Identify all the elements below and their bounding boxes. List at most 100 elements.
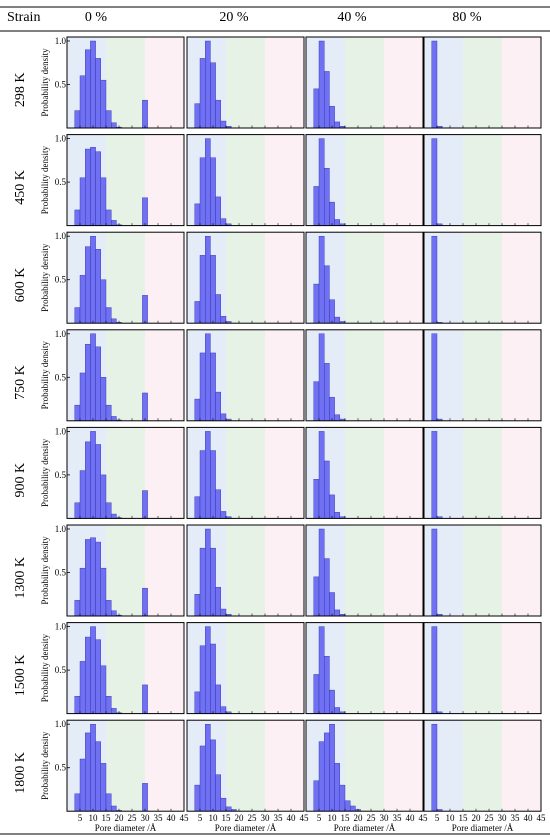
histogram-bar (318, 333, 325, 421)
histogram-bar (95, 249, 101, 324)
histogram-bar (334, 414, 341, 421)
histogram-bar (100, 79, 107, 129)
y-tick-label: 0.5 (55, 275, 67, 285)
histogram-bar (329, 724, 335, 812)
panel-4-1 (186, 426, 305, 519)
histogram-bar (324, 363, 330, 422)
histogram-bar (142, 392, 148, 421)
x-tick-label: 45 (300, 813, 310, 823)
x-tick-label: 15 (341, 813, 351, 823)
histogram-bar (199, 58, 206, 129)
histogram-bar (210, 739, 216, 812)
histogram-bar (110, 610, 117, 617)
micropore-region (424, 329, 463, 421)
x-axis-title: Pore diameter /Å (452, 823, 514, 833)
panel-3-0: 0.5 1.0 (55, 329, 185, 422)
panel-frame (305, 719, 424, 812)
macropore-region (145, 37, 184, 128)
histogram-bar (79, 470, 86, 519)
macropore-region (384, 134, 423, 226)
histogram-bar (220, 706, 227, 714)
histogram-bar (215, 391, 222, 421)
x-tick-label: 25 (367, 813, 377, 823)
histogram-bar (318, 138, 325, 226)
mesopore-region (106, 329, 145, 421)
histogram-bar (210, 643, 216, 714)
histogram-bar (210, 255, 216, 324)
macropore-region (265, 427, 304, 519)
histogram-bar (210, 547, 216, 617)
panel-5-0: 0.5 1.0 (55, 524, 185, 617)
mesopore-region (345, 37, 384, 128)
histogram-bar (79, 275, 86, 324)
mesopore-region (106, 37, 145, 128)
histogram-bar (313, 186, 320, 226)
histogram-bar (84, 732, 91, 812)
histogram-bar (329, 201, 335, 226)
macropore-region (384, 720, 423, 812)
histogram-bar (313, 479, 320, 519)
panel-frame (186, 231, 305, 324)
x-tick-label: 5 (198, 813, 203, 823)
mesopore-region (463, 329, 502, 421)
macropore-region (502, 720, 541, 812)
histogram-bar (84, 539, 91, 617)
macropore-region (384, 329, 423, 421)
histogram-bar (313, 674, 320, 714)
y-tick-label: 0.5 (55, 80, 67, 90)
temperature-label: 298 K (13, 72, 28, 107)
panel-6-0: 0.5 1.0 (55, 622, 185, 715)
histogram-bar (90, 333, 96, 421)
histogram-bar (210, 352, 216, 422)
mesopore-region (463, 37, 502, 128)
panel-frame (186, 524, 305, 617)
macropore-region (502, 622, 541, 714)
x-tick-label: 20 (472, 813, 482, 823)
histogram-bar (105, 110, 112, 129)
y-axis-title: Probability density (40, 633, 50, 702)
panel-0-1 (186, 36, 305, 129)
histogram-bar (194, 301, 201, 324)
panel-6-3 (423, 622, 542, 715)
mesopore-region (226, 525, 265, 616)
histogram-bar (79, 758, 86, 812)
x-tick-label: 5 (317, 813, 322, 823)
histogram-bar (313, 283, 320, 324)
y-tick-label: 1.0 (55, 719, 67, 729)
panel-frame (186, 36, 305, 129)
histogram-bar (100, 177, 107, 226)
mesopore-region (106, 427, 145, 519)
histogram-bar (215, 587, 222, 617)
histogram-bar (199, 352, 206, 422)
histogram-bar (210, 62, 216, 129)
temperature-label: 600 K (13, 268, 28, 303)
histogram-bar (142, 783, 148, 812)
macropore-region (265, 720, 304, 812)
histogram-bar (431, 235, 438, 324)
panel-2-2 (305, 231, 424, 324)
mesopore-region (463, 134, 502, 226)
histogram-bar (225, 806, 232, 812)
mesopore-region (345, 427, 384, 519)
histogram-bar (334, 707, 341, 714)
histogram-bar (79, 661, 86, 714)
panel-0-0: 0.5 1.0 (55, 36, 185, 129)
x-axis-title: Pore diameter /Å (95, 823, 157, 833)
histogram-bar (215, 294, 222, 324)
histogram-bar (142, 684, 148, 714)
histogram-bar (431, 333, 438, 421)
macropore-region (145, 134, 184, 226)
panel-frame (66, 329, 185, 422)
macropore-region (502, 37, 541, 128)
x-tick-label: 15 (102, 813, 112, 823)
histogram-bar (431, 40, 438, 129)
macropore-region (265, 134, 304, 226)
panel-4-0: 0.5 1.0 (55, 426, 185, 519)
panel-frame (423, 36, 542, 129)
y-tick-label: 0.5 (55, 665, 67, 675)
histogram-bar (220, 218, 227, 226)
panel-0-3 (423, 36, 542, 129)
panel-3-2 (305, 329, 424, 422)
